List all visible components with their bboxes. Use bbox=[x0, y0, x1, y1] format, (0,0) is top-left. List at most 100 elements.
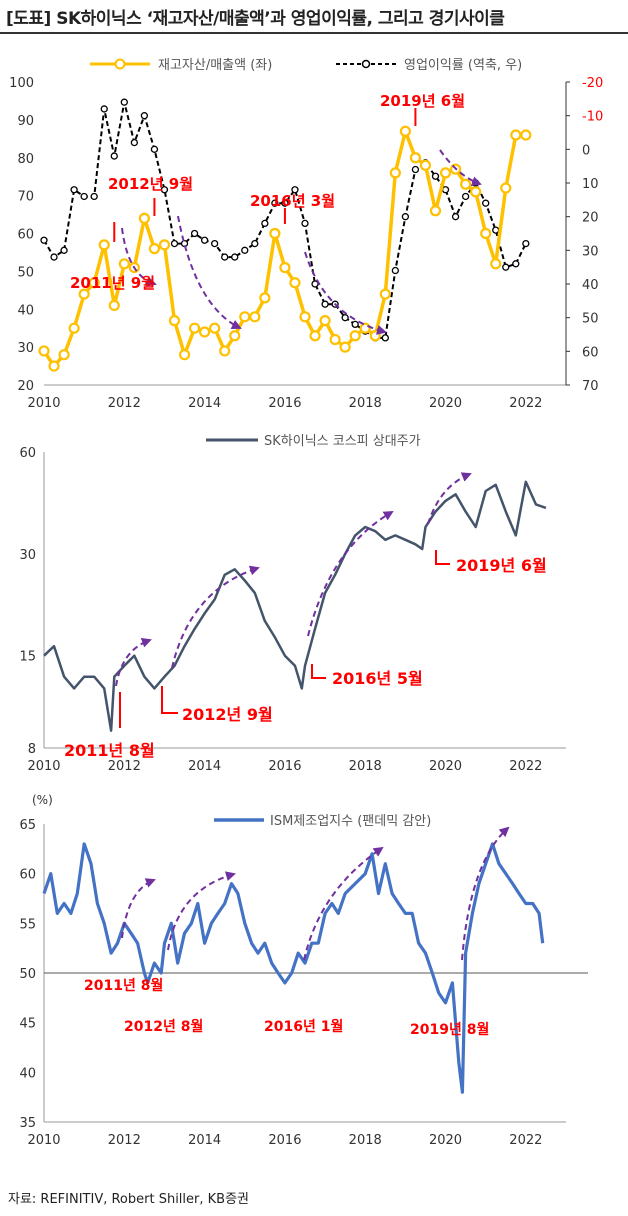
y-tick-label-left: 40 bbox=[17, 303, 34, 318]
data-point-inventory bbox=[158, 239, 171, 251]
x-tick-label: 2020 bbox=[429, 759, 462, 774]
data-point-inventory bbox=[429, 205, 442, 217]
data-point-margin bbox=[211, 239, 219, 248]
annotation-label: 2019년 6월 bbox=[380, 92, 465, 110]
data-point-margin bbox=[50, 253, 58, 261]
x-tick-label: 2022 bbox=[509, 759, 542, 774]
data-point-inventory bbox=[249, 311, 261, 323]
x-tick-label: 2012 bbox=[108, 396, 141, 411]
data-point-margin bbox=[311, 280, 319, 288]
trend-arrow bbox=[304, 251, 387, 335]
x-tick-label: 2014 bbox=[188, 1133, 221, 1148]
data-point-margin bbox=[411, 165, 420, 174]
data-point-inventory bbox=[500, 182, 512, 194]
x-tick-label: 2018 bbox=[349, 1133, 382, 1148]
data-point-inventory bbox=[329, 333, 341, 346]
data-point-margin bbox=[190, 229, 199, 238]
data-point-margin bbox=[40, 236, 48, 244]
y-tick-label: 30 bbox=[19, 548, 36, 563]
data-point-inventory bbox=[399, 125, 411, 137]
annotation-label: 2011년 8월 bbox=[64, 741, 155, 760]
data-point-inventory bbox=[118, 258, 130, 270]
x-tick-label: 2014 bbox=[188, 759, 221, 774]
chart-inventory-margin: 20 30 40 50 60 70 80 90 100 -20 -10 0 10 20 30 40 50 60 70… bbox=[9, 58, 603, 411]
data-point-margin bbox=[170, 239, 179, 248]
data-point-margin bbox=[150, 145, 159, 153]
data-point-inventory bbox=[199, 326, 211, 338]
y-tick-label-right: 60 bbox=[582, 345, 599, 360]
annotation-label: 2012년 9월 bbox=[108, 175, 193, 193]
y-tick-label-left: 50 bbox=[17, 265, 34, 280]
data-point-margin bbox=[251, 239, 259, 248]
data-point-margin bbox=[341, 314, 349, 322]
data-point-inventory bbox=[178, 349, 191, 361]
data-point-inventory bbox=[88, 277, 100, 289]
x-tick-label: 2016 bbox=[268, 1133, 301, 1148]
data-point-margin bbox=[381, 334, 389, 342]
data-point-margin bbox=[271, 199, 279, 207]
legend-marker-inventory bbox=[114, 58, 126, 70]
trend-arrow bbox=[121, 227, 157, 287]
data-point-margin bbox=[451, 213, 460, 221]
y-tick-label-right: 0 bbox=[582, 143, 590, 158]
data-point-inventory bbox=[439, 167, 452, 179]
trend-arrow bbox=[439, 149, 482, 186]
annotation-label: 2011년 9월 bbox=[70, 274, 155, 292]
data-point-margin bbox=[110, 152, 118, 160]
annotation-label: 2012년 9월 bbox=[182, 705, 273, 724]
data-point-inventory bbox=[48, 360, 60, 372]
legend-label-price: SK하이닉스 코스피 상대주가 bbox=[264, 434, 421, 449]
data-point-inventory bbox=[339, 341, 351, 353]
x-tick-label: 2020 bbox=[429, 396, 462, 411]
trend-arrow bbox=[307, 510, 394, 637]
data-point-inventory bbox=[510, 129, 522, 141]
annotation-leader bbox=[435, 550, 450, 565]
trend-arrow bbox=[121, 878, 156, 939]
data-point-margin bbox=[291, 186, 299, 194]
data-point-inventory bbox=[289, 277, 301, 289]
data-point-margin bbox=[281, 199, 289, 207]
x-tick-label: 2016 bbox=[268, 396, 301, 411]
y-tick-label-right: 10 bbox=[582, 177, 599, 192]
data-point-margin bbox=[60, 246, 68, 254]
data-point-margin bbox=[321, 300, 329, 308]
data-point-margin bbox=[391, 266, 399, 275]
y-tick-label-right: 50 bbox=[582, 312, 599, 327]
trend-arrow bbox=[461, 826, 510, 961]
data-point-inventory bbox=[98, 239, 110, 251]
page-title: [도표] SK하이닉스 ‘재고자산/매출액’과 영업이익률, 그리고 경기사이클 bbox=[6, 9, 505, 29]
data-point-margin bbox=[431, 172, 440, 180]
y-axis-unit: (%) bbox=[32, 793, 53, 807]
data-point-inventory bbox=[229, 330, 241, 342]
data-point-margin bbox=[522, 239, 530, 248]
data-point-margin bbox=[200, 236, 209, 244]
x-tick-label: 2018 bbox=[349, 759, 382, 774]
data-point-inventory bbox=[520, 129, 532, 141]
y-tick-label: 45 bbox=[19, 1017, 36, 1032]
data-point-margin bbox=[221, 253, 229, 261]
x-tick-label: 2022 bbox=[509, 396, 542, 411]
data-point-inventory bbox=[269, 227, 281, 240]
chart-relative-stock-price: 8 15 30 60 2010 2012 2014 2016 2018 2020 2022 SK하이닉… bbox=[19, 434, 566, 774]
data-point-margin bbox=[492, 226, 500, 234]
data-point-margin bbox=[461, 192, 470, 201]
data-point-inventory bbox=[369, 330, 381, 342]
x-tick-label: 2014 bbox=[188, 396, 221, 411]
data-point-inventory bbox=[309, 330, 321, 342]
y-tick-label: 55 bbox=[19, 917, 36, 932]
trend-arrow bbox=[167, 871, 236, 951]
x-tick-label: 2010 bbox=[27, 759, 60, 774]
data-point-inventory bbox=[188, 322, 201, 334]
data-point-margin bbox=[140, 112, 149, 120]
annotation-label: 2016년 5월 bbox=[332, 669, 423, 688]
annotation-label: 2012년 8월 bbox=[124, 1018, 203, 1035]
data-point-margin bbox=[502, 263, 510, 271]
data-point-margin bbox=[301, 219, 309, 228]
y-tick-label-right: 30 bbox=[582, 244, 599, 259]
data-point-inventory bbox=[168, 315, 181, 327]
data-point-margin bbox=[100, 105, 108, 113]
data-point-inventory bbox=[38, 345, 50, 357]
y-tick-label: 60 bbox=[19, 446, 36, 461]
y-tick-label-right: -10 bbox=[582, 110, 603, 125]
y-tick-label-left: 30 bbox=[17, 341, 34, 356]
